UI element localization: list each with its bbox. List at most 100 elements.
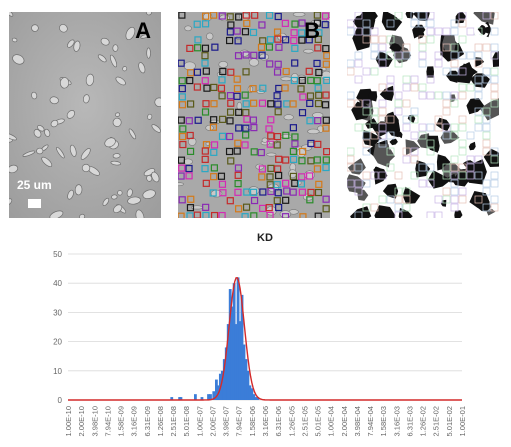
cell-blob	[387, 122, 401, 138]
cell-shape	[117, 190, 123, 196]
detection-box	[282, 36, 290, 44]
grid-box	[354, 75, 363, 84]
detection-box	[291, 20, 299, 28]
detection-box	[242, 100, 250, 108]
detection-box	[242, 203, 251, 211]
detection-box	[209, 123, 218, 131]
cell-blob	[351, 101, 373, 121]
grid-box	[402, 43, 411, 52]
grid-box	[354, 179, 363, 188]
detection-box	[267, 187, 275, 196]
detection-box	[251, 12, 259, 19]
histogram-bar	[200, 397, 204, 400]
detection-box	[299, 93, 307, 101]
detection-box	[298, 173, 306, 181]
detection-box	[242, 124, 250, 132]
detection-box	[306, 172, 314, 180]
panel-letter-a: A	[135, 18, 151, 43]
detection-box	[314, 99, 323, 108]
cell-blob	[468, 141, 476, 151]
grid-box	[426, 91, 435, 100]
cell-shape	[259, 53, 270, 61]
x-tick-label: 3.16E-06	[261, 406, 270, 436]
detection-box	[273, 197, 281, 205]
detection-box	[202, 12, 210, 20]
cell-shape	[151, 124, 161, 133]
grid-box	[410, 131, 419, 140]
cell-shape	[80, 148, 91, 160]
grid-box	[370, 51, 379, 60]
grid-box	[347, 99, 355, 108]
cell-blob	[382, 183, 399, 199]
cell-shape	[49, 96, 59, 105]
detection-box	[241, 213, 249, 218]
grid-box	[394, 187, 403, 196]
cell-shape	[183, 61, 196, 71]
grid-box	[418, 19, 427, 28]
detection-box	[227, 21, 235, 29]
grid-box	[474, 155, 483, 164]
cell-shape	[9, 12, 14, 17]
grid-box	[347, 67, 355, 76]
grid-box	[347, 179, 355, 188]
detection-box	[299, 147, 307, 156]
detection-box	[186, 204, 195, 212]
detection-box	[307, 139, 315, 148]
grid-box	[474, 195, 483, 204]
grid-box	[458, 187, 467, 196]
detection-box	[219, 189, 227, 197]
cell-shape	[37, 125, 45, 132]
x-tick-label: 5.01E-08	[182, 406, 191, 436]
detection-box	[322, 44, 330, 53]
grid-box	[474, 51, 483, 60]
grid-box	[450, 27, 459, 36]
histogram-bar	[250, 388, 254, 400]
cell-shape	[146, 47, 151, 59]
detection-box	[266, 173, 274, 181]
histogram-bar	[222, 359, 226, 400]
gaussian-fit-line	[68, 277, 462, 401]
cell-shape	[44, 128, 51, 137]
y-tick-label: 10	[53, 367, 62, 376]
histogram-bar	[215, 379, 218, 400]
detection-box	[186, 131, 194, 140]
grid-box	[410, 83, 419, 92]
histogram-bar	[193, 394, 197, 400]
grid-box	[482, 139, 491, 148]
histogram-bar	[220, 370, 224, 400]
grid-box	[394, 203, 403, 212]
grid-box	[370, 107, 379, 116]
detection-box	[209, 189, 217, 197]
cell-shape	[143, 168, 156, 177]
cell-shape	[321, 70, 330, 81]
cell-shape	[67, 189, 74, 200]
detection-box	[178, 212, 185, 218]
detection-box	[298, 109, 307, 117]
detection-box	[275, 43, 283, 51]
panel-letter-c: C	[473, 18, 489, 43]
cell-shape	[69, 144, 77, 157]
grid-box	[394, 211, 403, 218]
cell-blob	[446, 70, 461, 83]
detection-box	[235, 13, 243, 21]
grid-box	[378, 83, 387, 92]
detection-box	[186, 212, 194, 218]
cell-shape	[59, 24, 68, 33]
grid-box	[418, 163, 427, 172]
grid-box	[482, 67, 491, 76]
grid-box	[442, 131, 451, 140]
cell-shape	[127, 196, 141, 205]
detection-box	[282, 131, 290, 139]
cell-blob	[389, 42, 402, 53]
grid-box	[394, 107, 403, 116]
detection-box	[193, 83, 201, 91]
x-tick-label: 2.51E-08	[169, 406, 178, 436]
detection-box	[323, 76, 330, 85]
cell-shape	[128, 128, 137, 140]
grid-box	[378, 35, 387, 44]
grid-box	[386, 147, 395, 156]
detection-box	[241, 141, 249, 149]
detection-box	[322, 156, 330, 164]
grid-box	[482, 107, 491, 116]
detection-box	[289, 172, 297, 181]
